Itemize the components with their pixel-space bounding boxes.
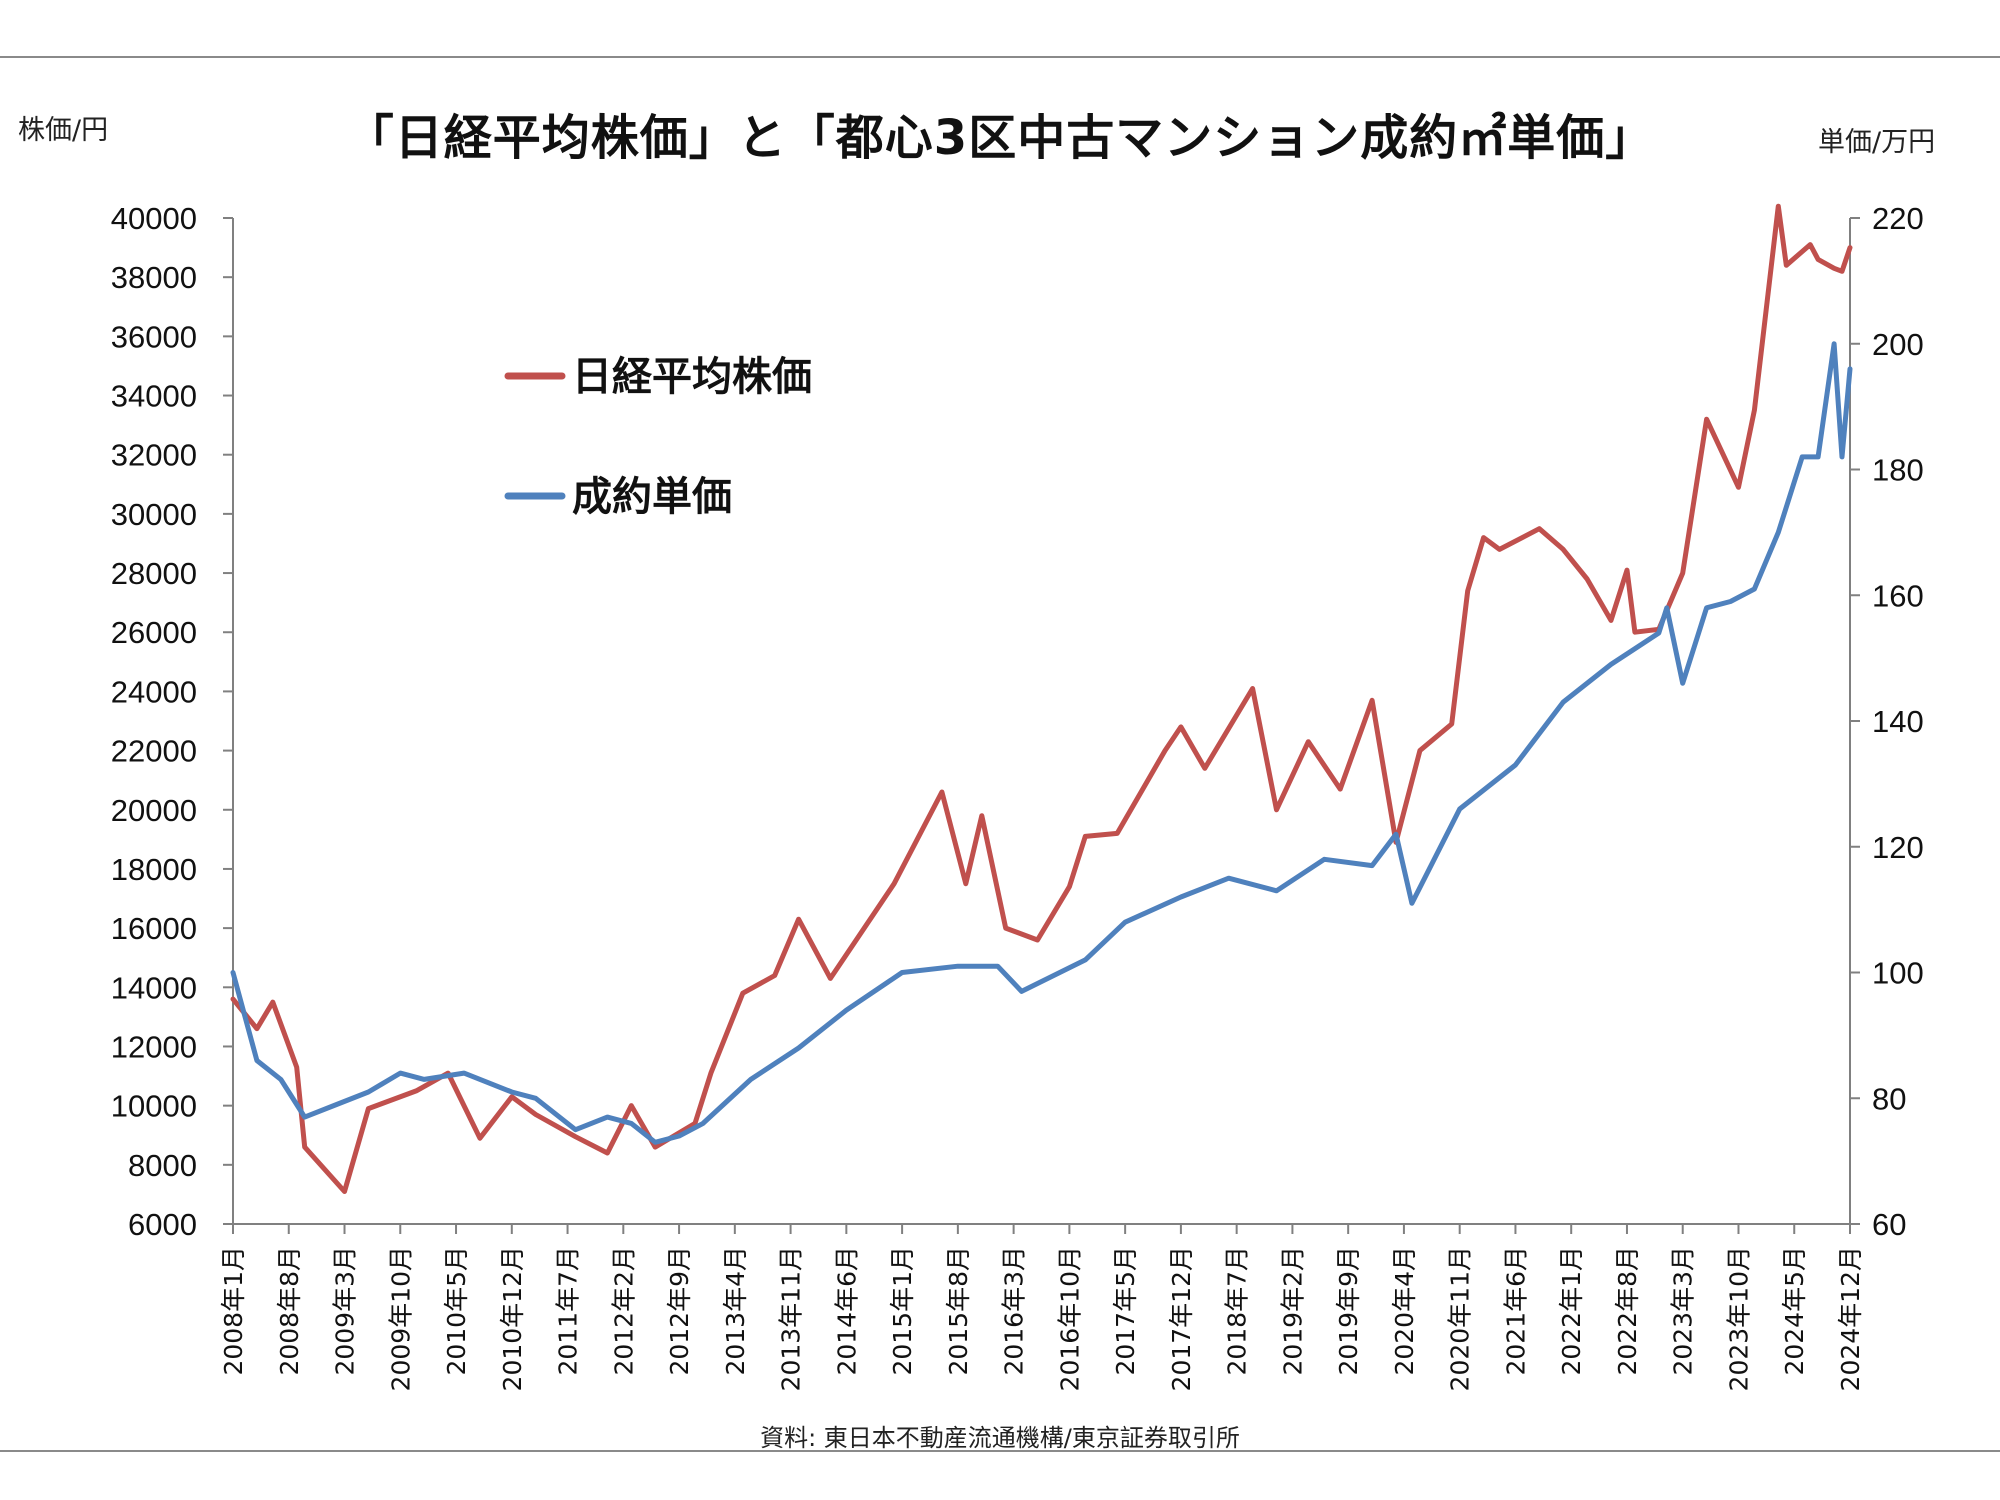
right-axis-unit: 単価/万円 [1818,127,1936,158]
x-tick-label: 2024年5月 [1780,1246,1809,1376]
x-tick-label: 2018年7月 [1223,1246,1252,1376]
x-tick-label: 2010年12月 [498,1246,527,1391]
nikkei-series-line [230,203,1853,1194]
left-axis-unit: 株価/円 [18,115,109,146]
x-tick-label: 2012年9月 [665,1246,694,1376]
left-tick-label: 10000 [111,1089,197,1124]
right-tick-label: 120 [1872,830,1924,865]
x-tick-label: 2020年4月 [1390,1246,1419,1376]
x-tick-label: 2009年10月 [386,1246,415,1391]
x-tick-label: 2012年2月 [609,1246,638,1376]
left-tick-label: 40000 [111,201,197,236]
left-tick-label: 34000 [111,379,197,414]
legend-label-nikkei: 日経平均株価 [572,354,812,400]
x-tick-label: 2017年5月 [1111,1246,1140,1376]
x-tick-label: 2010年5月 [442,1246,471,1376]
series-lines [230,203,1853,1194]
x-tick-label: 2015年8月 [944,1246,973,1376]
x-tick-label: 2023年10月 [1724,1246,1753,1391]
left-tick-label: 30000 [111,497,197,532]
legend: 日経平均株価 成約単価 [504,354,812,520]
x-tick-label: 2011年7月 [554,1246,583,1376]
left-tick-label: 24000 [111,674,197,709]
x-tick-label: 2024年12月 [1836,1246,1865,1391]
x-tick-label: 2019年9月 [1334,1246,1363,1376]
x-tick-label: 2016年3月 [1000,1246,1029,1376]
x-tick-label: 2017年12月 [1167,1246,1196,1391]
x-tick-label: 2022年8月 [1613,1246,1642,1376]
left-tick-label: 12000 [111,1029,197,1064]
left-tick-label: 20000 [111,793,197,828]
x-tick-label: 2020年11月 [1446,1246,1475,1391]
right-tick-label: 180 [1872,453,1924,488]
left-tick-label: 38000 [111,260,197,295]
x-tick-label: 2008年8月 [275,1246,304,1376]
left-tick-label: 14000 [111,970,197,1005]
left-tick-label: 22000 [111,734,197,769]
source-note: 資料: 東日本不動産流通機構/東京証券取引所 [760,1424,1240,1452]
x-tick-label: 2019年2月 [1278,1246,1307,1376]
right-tick-label: 60 [1872,1207,1906,1242]
x-tick-label: 2022年1月 [1557,1246,1586,1376]
x-tick-label: 2009年3月 [331,1246,360,1376]
left-tick-label: 32000 [111,438,197,473]
x-tick-label: 2013年11月 [777,1246,806,1391]
left-tick-label: 6000 [128,1207,197,1242]
right-tick-label: 220 [1872,201,1924,236]
right-tick-label: 80 [1872,1081,1906,1116]
right-tick-label: 100 [1872,956,1924,991]
x-tick-label: 2014年6月 [832,1246,861,1376]
left-tick-label: 36000 [111,319,197,354]
left-tick-label: 28000 [111,556,197,591]
x-tick-label: 2021年6月 [1501,1246,1530,1376]
price-series-line [230,341,1853,1145]
right-tick-label: 140 [1872,704,1924,739]
x-tick-label: 2015年1月 [888,1246,917,1376]
left-tick-label: 8000 [128,1148,197,1183]
x-tick-label: 2008年1月 [219,1246,248,1376]
x-tick-label: 2016年10月 [1055,1246,1084,1391]
bottom-rule [0,1450,2000,1452]
left-tick-label: 26000 [111,615,197,650]
x-tick-label: 2013年4月 [721,1246,750,1376]
legend-label-price: 成約単価 [572,474,732,520]
left-tick-label: 18000 [111,852,197,887]
x-tick-label: 2023年3月 [1669,1246,1698,1376]
top-rule [0,56,2000,58]
right-tick-label: 160 [1872,578,1924,613]
chart-title: 「日経平均株価」と「都心3区中古マンション成約㎡単価」 [345,110,1655,166]
left-tick-label: 16000 [111,911,197,946]
right-tick-label: 200 [1872,327,1924,362]
axes: 6000 8000 10000 12000 14000 16000 18000 20000 22… [111,201,1924,1391]
